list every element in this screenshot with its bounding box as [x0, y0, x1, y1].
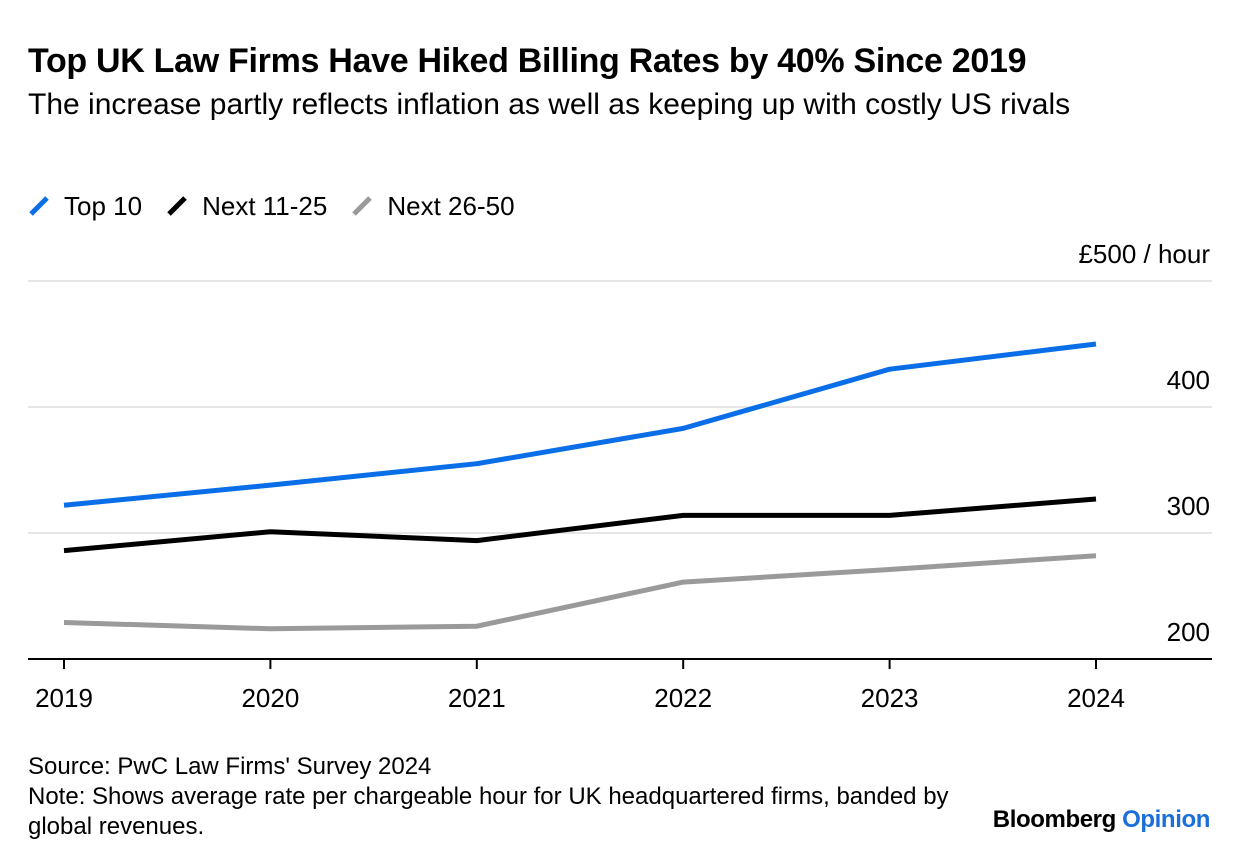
legend-label-next-26-50: Next 26-50: [387, 190, 515, 221]
chart-subtitle: The increase partly reflects inflation a…: [28, 88, 1071, 121]
gridlines: [28, 280, 1212, 534]
brand-section: Opinion: [1122, 806, 1210, 833]
y-tick-label: 200: [1167, 617, 1210, 647]
legend-swatch-top-10: [29, 196, 49, 216]
legend-swatch-next-11-25: [167, 196, 187, 216]
footer: Source: PwC Law Firms' Survey 2024 Note:…: [28, 752, 968, 842]
x-axis: 2019 2020 2021 2022 2023 2024: [28, 658, 1212, 713]
y-tick-label: 400: [1167, 365, 1210, 395]
y-axis-labels: 200 300 400 £500 / hour: [1078, 239, 1210, 647]
x-tick-label: 2021: [448, 683, 506, 713]
series-line-next-26-50: [63, 553, 1097, 632]
legend-item-top-10: Top 10: [28, 191, 142, 222]
legend-item-next-11-25: Next 11-25: [166, 191, 327, 222]
x-tick-label: 2022: [654, 683, 712, 713]
series-line-top-10: [63, 341, 1097, 508]
legend-swatch-next-26-50: [352, 196, 373, 216]
legend: Top 10 Next 11-25 Next 26-50: [28, 186, 539, 226]
chart-title: Top UK Law Firms Have Hiked Billing Rate…: [28, 42, 1027, 80]
x-tick-label: 2019: [35, 683, 93, 713]
series-lines: [63, 341, 1097, 632]
brand-name: Bloomberg: [992, 806, 1116, 833]
bloomberg-opinion-logo: Bloomberg Opinion: [992, 806, 1211, 834]
method-note: Note: Shows average rate per chargeable …: [28, 783, 949, 840]
legend-label-top-10: Top 10: [64, 190, 143, 221]
y-tick-label: 300: [1167, 491, 1210, 521]
source-note: Source: PwC Law Firms' Survey 2024: [28, 753, 432, 780]
y-tick-label: £500 / hour: [1078, 239, 1210, 269]
legend-label-next-11-25: Next 11-25: [202, 190, 328, 221]
x-tick-label: 2020: [241, 683, 299, 713]
legend-item-next-26-50: Next 26-50: [351, 190, 515, 222]
line-chart: 200 300 400 £500 / hour 2019 2020 2021 2022 202…: [28, 239, 1212, 713]
series-line-next-11-25: [63, 496, 1097, 554]
x-tick-label: 2024: [1067, 683, 1125, 713]
x-tick-label: 2023: [861, 683, 919, 713]
